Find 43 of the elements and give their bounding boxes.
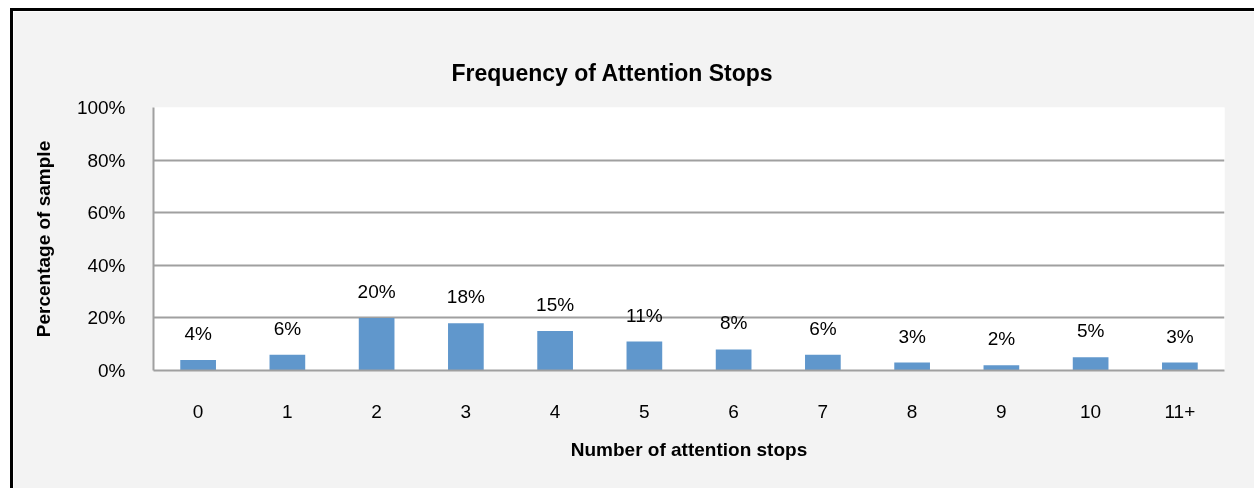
x-tick-label: 4 [549,400,561,422]
y-tick-label: 40% [87,254,126,276]
bar [358,317,395,371]
data-label: 18% [446,286,485,308]
data-label: 11% [626,304,663,326]
bar [269,354,306,371]
data-label: 15% [536,294,575,316]
bar [180,359,216,371]
x-tick-label: 11+ [1164,400,1196,422]
bar [448,323,484,371]
bar [805,354,841,371]
y-tick-label: 60% [87,202,126,224]
y-tick-label: 80% [87,149,126,171]
x-tick-label: 10 [1080,400,1102,422]
y-tick-label: 100% [76,97,126,118]
data-label: 3% [1166,325,1194,347]
x-tick-label: 5 [639,400,650,422]
data-label: 6% [809,317,837,339]
data-label: 3% [898,325,926,347]
data-label: 6% [273,317,302,339]
bar [983,365,1020,371]
x-tick-label: 8 [906,400,918,422]
x-tick-label: 2 [371,400,382,422]
bar [626,341,663,371]
x-tick-label: 1 [282,400,293,422]
x-tick-label: 9 [996,400,1007,422]
y-tick-label: 20% [87,307,126,329]
y-tick-label: 0% [98,360,126,381]
bar [715,349,752,371]
data-label: 2% [987,328,1016,350]
data-label: 4% [184,322,212,344]
data-label: 20% [357,280,396,302]
y-axis-title: Percentage of sample [32,140,54,338]
chart-title: Frequency of Attention Stops [451,59,773,86]
data-label: 8% [719,312,748,334]
x-axis-title: Number of attention stops [570,438,808,460]
x-tick-label: 3 [460,400,472,422]
data-label: 5% [1076,320,1105,342]
bar [1072,357,1109,371]
x-tick-label: 7 [817,400,829,422]
bar [537,331,573,371]
x-tick-label: 6 [728,400,739,422]
x-tick-label: 0 [192,400,204,422]
